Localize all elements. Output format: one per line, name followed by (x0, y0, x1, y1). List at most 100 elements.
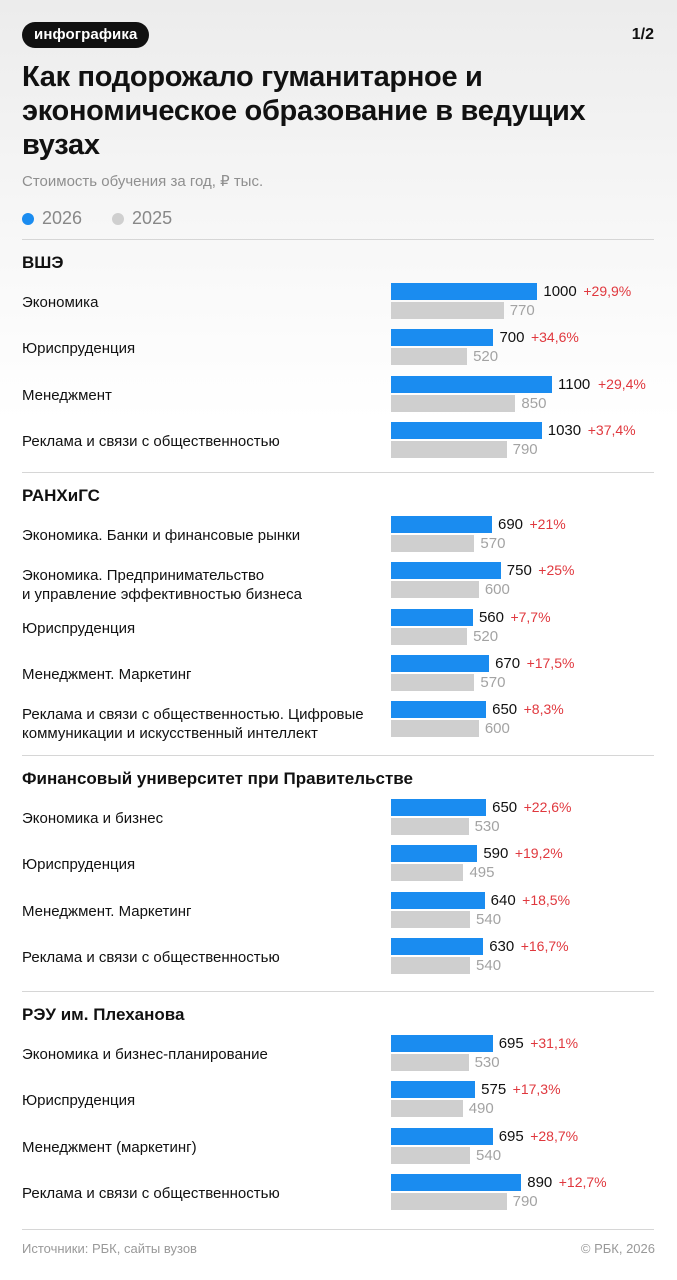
bar-2025 (391, 911, 471, 928)
legend: 2026 2025 (22, 208, 172, 229)
row-label: Экономика и бизнес (22, 810, 164, 827)
change-percent: +25% (538, 562, 575, 578)
value-2025: 570 (480, 535, 506, 552)
row-label: Реклама и связи с общественностью (22, 1185, 280, 1202)
bar-2025 (391, 1193, 507, 1210)
value-2026: 650 (492, 701, 518, 718)
bar-2025 (391, 441, 507, 458)
change-percent: +21% (529, 516, 566, 532)
row-label: Реклама и связи с общественностью (22, 433, 280, 450)
value-2026: 700 (499, 329, 525, 346)
bar-2026 (391, 938, 484, 955)
value-2026: 650 (492, 799, 518, 816)
footer-divider (22, 1229, 654, 1230)
value-2026: 750 (506, 562, 532, 579)
bar-2025 (391, 720, 479, 737)
value-2026: 560 (478, 609, 504, 626)
group-divider (22, 755, 654, 756)
row-label: Менеджмент (маркетинг) (22, 1139, 197, 1156)
change-percent: +34,6% (530, 329, 579, 345)
row-label: Юриспруденция (22, 340, 136, 357)
bar-2026 (391, 329, 494, 346)
change-percent: +31,1% (530, 1035, 579, 1051)
row-label: Экономика. Банки и финансовые рынки (22, 527, 301, 544)
change-percent: +37,4% (587, 422, 636, 438)
bar-2026 (391, 845, 478, 862)
row-label: Юриспруденция (22, 1092, 136, 1109)
legend-label-2025: 2025 (132, 208, 173, 228)
bar-2025 (391, 1054, 469, 1071)
bar-2025 (391, 628, 468, 645)
bar-2026 (391, 892, 485, 909)
value-2025: 600 (484, 720, 510, 737)
row-label: Экономика. Предпринимательство и управлен… (22, 567, 302, 603)
change-percent: +19,2% (514, 845, 563, 861)
legend-dot-2026 (22, 212, 34, 225)
legend-item-2025: 2025 (112, 208, 172, 229)
row-label: Реклама и связи с общественностью (22, 949, 280, 966)
value-2025: 540 (476, 911, 502, 928)
bar-2026 (391, 376, 552, 393)
row-label: Экономика и бизнес-планирование (22, 1046, 268, 1063)
change-percent: +12,7% (558, 1174, 607, 1190)
change-percent: +18,5% (522, 892, 571, 908)
bar-2025 (391, 1147, 471, 1164)
value-2025: 540 (476, 1147, 502, 1164)
value-2026: 670 (495, 655, 521, 672)
bar-2026 (391, 701, 487, 718)
value-2026: 630 (489, 938, 515, 955)
bar-2026 (391, 799, 487, 816)
value-2026: 690 (497, 516, 524, 533)
value-2025: 520 (473, 348, 499, 365)
bar-2025 (391, 818, 469, 835)
value-2025: 850 (521, 395, 547, 412)
value-2025: 790 (512, 441, 538, 458)
row-label: Менеджмент. Маркетинг (22, 903, 192, 920)
value-2026: 695 (498, 1128, 524, 1145)
change-percent: +28,7% (530, 1128, 579, 1144)
bar-2026 (391, 609, 473, 626)
bar-2026 (391, 655, 490, 672)
copyright: © РБК, 2026 (580, 1241, 655, 1256)
source-note: Источники: РБК, сайты вузов (22, 1241, 197, 1256)
group-divider (22, 472, 654, 473)
bar-2025 (391, 864, 464, 881)
change-percent: +22,6% (523, 799, 572, 815)
change-percent: +29,9% (583, 283, 632, 299)
bar-2025 (391, 348, 468, 365)
value-2025: 530 (474, 1054, 500, 1071)
group-title: Финансовый университет при Правительстве (22, 769, 413, 788)
value-2026: 890 (527, 1174, 553, 1191)
value-2026: 590 (483, 845, 509, 862)
bar-2026 (391, 516, 492, 533)
chart-title: Как подорожало гуманитарное и экономичес… (22, 61, 586, 161)
value-2026: 695 (498, 1035, 524, 1052)
legend-label-2026: 2026 (42, 208, 83, 228)
bar-2025 (391, 302, 504, 319)
value-2025: 570 (480, 674, 506, 691)
group-title: ВШЭ (22, 253, 64, 272)
bar-2025 (391, 395, 516, 412)
legend-dot-2025 (112, 212, 125, 225)
group-title: РАНХиГС (22, 486, 100, 505)
change-percent: +7,7% (510, 609, 551, 625)
bar-2026 (391, 1128, 493, 1145)
value-2025: 770 (509, 302, 535, 319)
bar-2025 (391, 674, 475, 691)
value-2025: 530 (474, 818, 500, 835)
bar-2025 (391, 1100, 463, 1117)
value-2026: 640 (490, 892, 516, 909)
chart-subtitle: Стоимость обучения за год, ₽ тыс. (22, 173, 264, 190)
change-percent: +16,7% (520, 938, 569, 954)
bar-2026 (391, 422, 542, 439)
bar-2026 (391, 1081, 476, 1098)
value-2025: 495 (469, 864, 495, 881)
bar-2026 (391, 283, 538, 300)
bar-2026 (391, 562, 501, 579)
row-label: Юриспруденция (22, 856, 136, 873)
legend-item-2026: 2026 (22, 208, 82, 229)
change-percent: +8,3% (523, 701, 564, 717)
bar-2025 (391, 535, 475, 552)
infographic-badge: инфографика (22, 22, 150, 48)
value-2025: 520 (473, 628, 499, 645)
